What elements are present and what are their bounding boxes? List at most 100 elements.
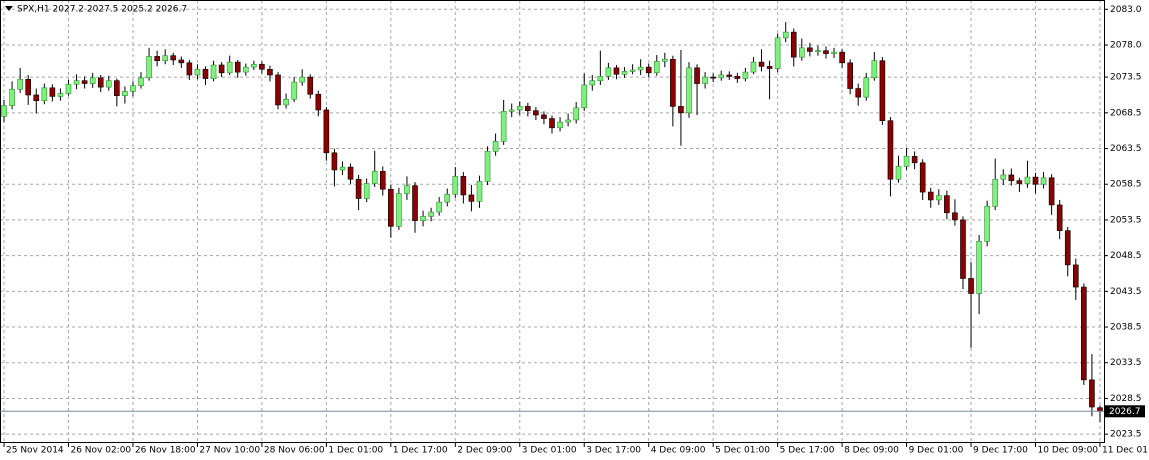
- candle-body: [879, 60, 886, 121]
- candle-body: [686, 67, 692, 114]
- candle-body: [291, 81, 297, 100]
- x-tick-label: 11 Dec 01:00: [1102, 446, 1149, 456]
- candle-body: [49, 87, 56, 97]
- candle-body: [162, 55, 168, 61]
- candle-body: [25, 78, 32, 96]
- x-tick-label: 3 Dec 17:00: [586, 446, 641, 456]
- candle-body: [1024, 176, 1031, 184]
- candle-body: [549, 118, 555, 129]
- candle-body: [1048, 177, 1055, 206]
- candle-body: [444, 193, 451, 203]
- candle-body: [815, 50, 821, 52]
- candle-body: [315, 93, 322, 111]
- candle-body: [234, 61, 241, 73]
- x-tick-label: 26 Nov 18:00: [135, 446, 196, 456]
- candle-body: [347, 166, 354, 180]
- y-tick-label: 2043.5: [1110, 287, 1142, 297]
- candle-body: [242, 66, 249, 73]
- candle-body: [283, 98, 289, 106]
- chart-title: SPX,H1 2027.2 2027.5 2025.2 2026.7: [17, 5, 187, 15]
- candle-body: [581, 84, 588, 109]
- x-tick-label: 27 Nov 10:00: [199, 446, 260, 456]
- x-tick-label: 26 Nov 02:00: [70, 446, 131, 456]
- x-tick-label: 4 Dec 09:00: [651, 446, 706, 456]
- candle-body: [492, 141, 499, 152]
- candle-body: [541, 114, 547, 119]
- y-tick-label: 2028.5: [1110, 394, 1142, 404]
- candle-body: [887, 120, 894, 180]
- candle-body: [33, 94, 40, 101]
- candle-body: [500, 111, 507, 142]
- candle-body: [97, 77, 104, 88]
- candle-body: [766, 66, 773, 69]
- candle-body: [379, 171, 386, 190]
- x-tick-label: 5 Dec 01:00: [715, 446, 770, 456]
- candle-body: [565, 119, 571, 123]
- candle-body: [89, 77, 96, 84]
- x-tick-label: 1 Dec 17:00: [393, 446, 448, 456]
- candle-body: [81, 80, 88, 84]
- y-tick-label: 2038.5: [1110, 323, 1142, 333]
- candle-body: [186, 62, 193, 76]
- candle-body: [911, 156, 918, 164]
- candle-body: [17, 78, 23, 90]
- candle-body: [1016, 180, 1023, 184]
- candle-body: [597, 76, 604, 81]
- y-tick-label: 2078.0: [1110, 40, 1142, 50]
- candle-body: [1064, 230, 1071, 266]
- x-tick-label: 1 Dec 01:00: [328, 446, 383, 456]
- candle-body: [178, 59, 185, 64]
- candle-body: [710, 76, 716, 79]
- x-tick-label: 2 Dec 09:00: [457, 446, 512, 456]
- candle-body: [847, 62, 853, 89]
- candle-body: [984, 206, 990, 242]
- candle-body: [992, 178, 999, 207]
- candle-body: [919, 162, 926, 193]
- candle-body: [525, 106, 531, 111]
- candle-body: [976, 241, 982, 294]
- price-label: 2026.7: [1109, 407, 1141, 417]
- candle-body: [436, 201, 442, 213]
- candle-body: [1032, 176, 1039, 185]
- candle-body: [404, 185, 410, 194]
- candle-body: [146, 56, 152, 79]
- y-tick-label: 2033.5: [1110, 358, 1142, 368]
- candle-body: [476, 181, 483, 202]
- candle-body: [1097, 407, 1103, 412]
- candle-body: [799, 47, 805, 58]
- candle-body: [1081, 286, 1087, 381]
- candle-body: [516, 106, 523, 111]
- candle-body: [202, 68, 209, 79]
- price-label-box: [1105, 405, 1145, 418]
- candle-body: [968, 278, 974, 294]
- y-tick-label: 2053.5: [1110, 215, 1142, 225]
- candle-body: [363, 183, 370, 199]
- candle-body: [1008, 174, 1015, 181]
- candle-body: [782, 31, 789, 39]
- y-tick-label: 2063.5: [1110, 144, 1142, 154]
- plot-frame: [0, 0, 1105, 443]
- candle-body: [323, 109, 330, 154]
- candle-body: [122, 91, 128, 96]
- candle-body: [130, 85, 136, 92]
- candle-body: [114, 80, 120, 96]
- candle-body: [807, 47, 813, 52]
- x-tick-label: 9 Dec 17:00: [973, 446, 1028, 456]
- candle-body: [218, 64, 225, 74]
- candle-body: [57, 93, 64, 97]
- candle-body: [742, 71, 749, 79]
- candle-body: [927, 191, 934, 201]
- candle-body: [573, 107, 579, 121]
- candle-body: [508, 109, 515, 112]
- candle-body: [412, 185, 418, 221]
- candle-body: [1072, 264, 1079, 288]
- candle-body: [936, 195, 942, 201]
- candle-body: [41, 87, 48, 101]
- candle-body: [275, 74, 281, 106]
- candle-body: [903, 156, 910, 167]
- grid: [0, 0, 1104, 442]
- candle-body: [863, 77, 870, 98]
- candle-body: [420, 216, 426, 221]
- y-tick-label: 2058.5: [1110, 180, 1142, 190]
